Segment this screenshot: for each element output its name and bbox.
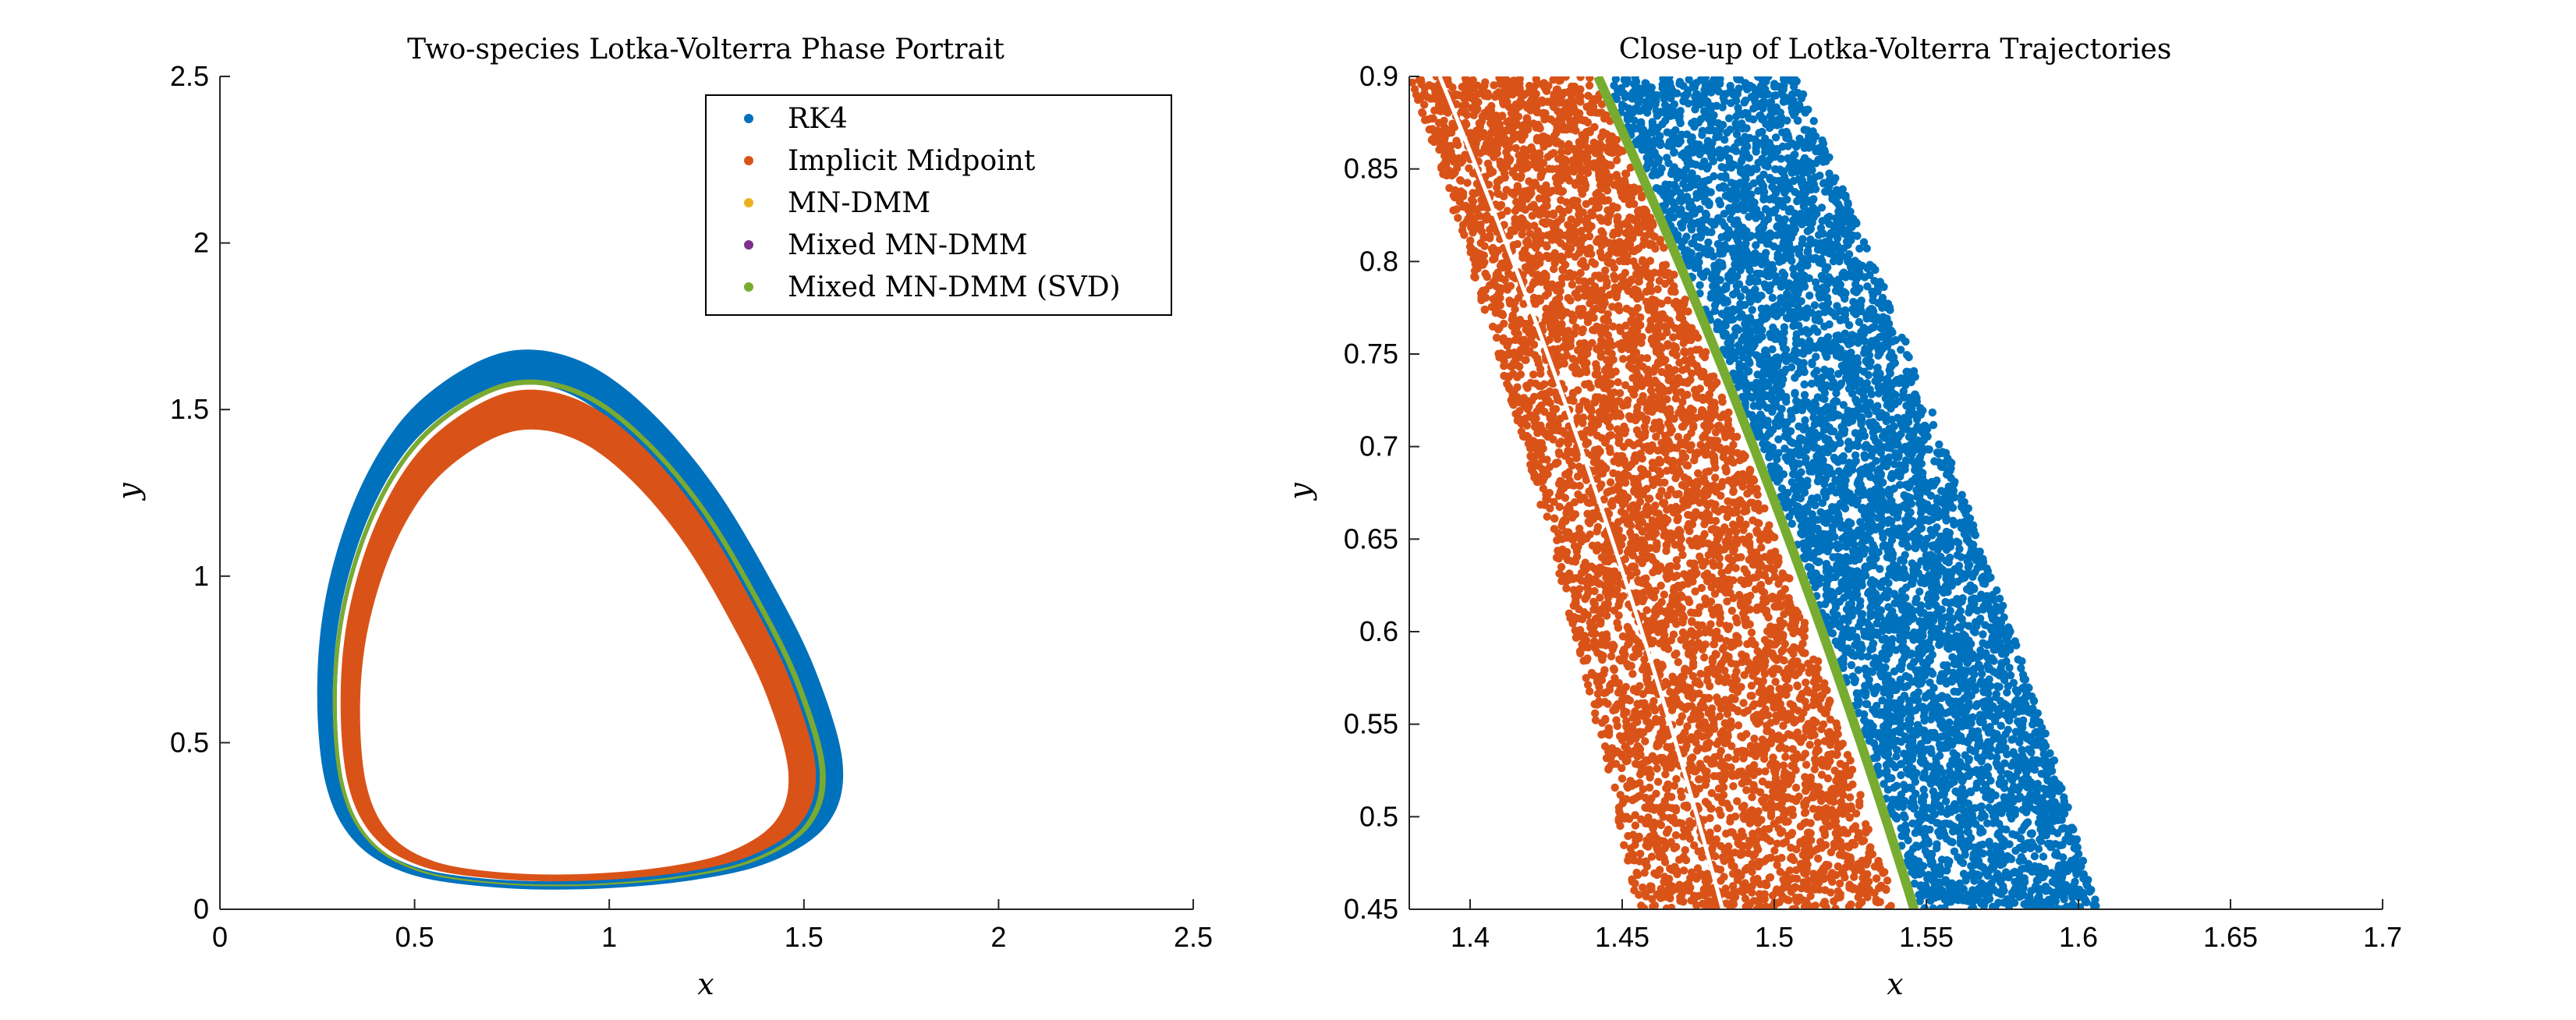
x-tick-label: 1.6 bbox=[2059, 921, 2098, 953]
y-tick-label: 0.65 bbox=[1344, 522, 1398, 554]
legend-marker bbox=[744, 240, 753, 250]
plot1-legend: RK4 Implicit Midpoint MN-DMM Mixed MN-DMM Mi… bbox=[705, 94, 1172, 316]
y-tick-label: 1.5 bbox=[170, 393, 209, 425]
scatter-rk4 bbox=[1610, 76, 2100, 909]
legend-marker bbox=[744, 114, 753, 123]
y-tick-label: 1 bbox=[193, 560, 209, 592]
x-tick-label: 2 bbox=[990, 921, 1006, 953]
x-tick-label: 1.7 bbox=[2363, 921, 2402, 953]
plot1-y-axis-label: y bbox=[112, 483, 146, 501]
band-mixed-mn-dmm-svd bbox=[332, 379, 826, 887]
y-tick-label: 0.9 bbox=[1359, 60, 1398, 92]
plot2-title: Close-up of Lotka-Volterra Trajectories bbox=[1619, 34, 2172, 66]
band-implicit-midpoint bbox=[340, 389, 817, 882]
plot2-x-ticks: 1.4 1.45 1.5 1.55 1.6 1.65 1.7 bbox=[1451, 899, 2402, 953]
y-tick-label: 0.75 bbox=[1344, 338, 1398, 370]
implicit-midpoint-gap-curve bbox=[1437, 76, 1725, 909]
phase-portrait-plot: Two-species Lotka-Volterra Phase Portrai… bbox=[112, 34, 1213, 1001]
y-tick-label: 0.55 bbox=[1344, 708, 1398, 740]
mixed-mn-dmm-svd-curve bbox=[1593, 76, 1919, 909]
x-tick-label: 0.5 bbox=[395, 921, 434, 953]
legend-label: RK4 bbox=[788, 103, 848, 135]
legend-label: Mixed MN-DMM bbox=[788, 229, 1028, 261]
plot1-y-ticks: 0 0.5 1 1.5 2 2.5 bbox=[170, 60, 230, 925]
plot2-x-axis-label: x bbox=[1887, 967, 1903, 1001]
plot1-title: Two-species Lotka-Volterra Phase Portrai… bbox=[407, 34, 1005, 66]
scatter-implicit-midpoint bbox=[1409, 76, 1895, 909]
x-tick-label: 0 bbox=[212, 921, 228, 953]
x-tick-label: 1 bbox=[601, 921, 617, 953]
y-tick-label: 0.6 bbox=[1359, 615, 1398, 647]
x-tick-label: 2.5 bbox=[1174, 921, 1213, 953]
y-tick-label: 0.5 bbox=[170, 726, 209, 758]
y-tick-label: 0.7 bbox=[1359, 430, 1398, 462]
legend-label: MN-DMM bbox=[788, 187, 930, 219]
x-tick-label: 1.65 bbox=[2203, 921, 2258, 953]
plot2-y-ticks: 0.45 0.5 0.55 0.6 0.65 0.7 0.75 0.8 0.85 0.9 bbox=[1344, 60, 1419, 925]
close-up-plot: Close-up of Lotka-Volterra Trajectories … bbox=[1283, 34, 2402, 1001]
legend-marker bbox=[744, 198, 753, 207]
x-tick-label: 1.4 bbox=[1451, 921, 1490, 953]
legend-marker bbox=[744, 156, 753, 165]
plot1-axes bbox=[219, 76, 1193, 910]
plot1-x-axis-label: x bbox=[697, 967, 714, 1001]
y-tick-label: 0.85 bbox=[1344, 153, 1398, 185]
legend-label: Implicit Midpoint bbox=[788, 145, 1036, 177]
legend-box bbox=[705, 94, 1172, 316]
plot1-data-layer bbox=[317, 349, 844, 890]
y-tick-label: 2 bbox=[193, 227, 209, 259]
plot2-axes bbox=[1408, 76, 2383, 910]
plot2-y-axis-label: y bbox=[1283, 483, 1317, 501]
y-tick-label: 2.5 bbox=[170, 60, 209, 92]
legend-marker bbox=[744, 282, 753, 292]
x-tick-label: 1.5 bbox=[785, 921, 824, 953]
x-tick-label: 1.55 bbox=[1899, 921, 1954, 953]
legend-label: Mixed MN-DMM (SVD) bbox=[788, 271, 1121, 303]
y-tick-label: 0.5 bbox=[1359, 800, 1398, 832]
plot2-data-layer bbox=[1409, 76, 2100, 909]
y-tick-label: 0.45 bbox=[1344, 893, 1398, 925]
y-tick-label: 0 bbox=[193, 893, 209, 925]
y-tick-label: 0.8 bbox=[1359, 245, 1398, 277]
x-tick-label: 1.45 bbox=[1595, 921, 1649, 953]
x-tick-label: 1.5 bbox=[1755, 921, 1794, 953]
plot1-x-ticks: 0 0.5 1 1.5 2 2.5 bbox=[212, 899, 1213, 953]
band-rk4 bbox=[317, 349, 844, 890]
